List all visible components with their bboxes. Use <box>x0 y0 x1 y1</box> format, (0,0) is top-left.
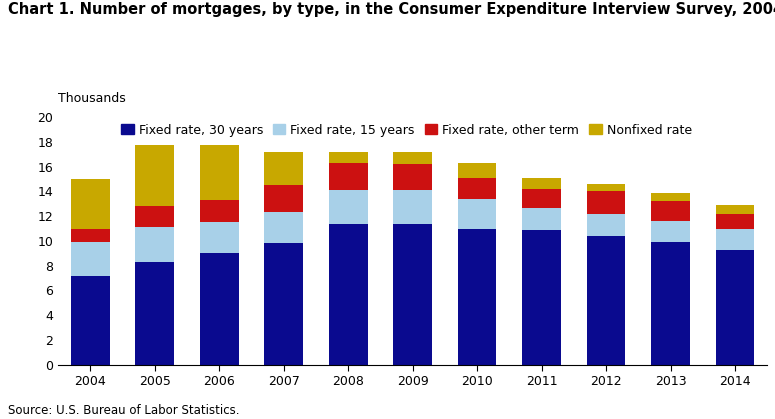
Bar <box>71 179 110 229</box>
Bar <box>522 230 561 365</box>
Bar <box>264 212 303 243</box>
Bar <box>200 200 239 222</box>
Text: Thousands: Thousands <box>58 92 126 105</box>
Bar <box>458 199 497 229</box>
Bar <box>200 145 239 200</box>
Bar <box>587 191 625 214</box>
Bar <box>264 185 303 212</box>
Bar <box>71 242 110 276</box>
Legend: Fixed rate, 30 years, Fixed rate, 15 years, Fixed rate, other term, Nonfixed rat: Fixed rate, 30 years, Fixed rate, 15 yea… <box>121 124 692 137</box>
Bar <box>329 224 367 365</box>
Bar <box>458 229 497 365</box>
Bar <box>715 214 754 229</box>
Bar <box>71 228 110 242</box>
Bar <box>329 152 367 163</box>
Bar <box>264 243 303 365</box>
Bar <box>522 189 561 207</box>
Bar <box>715 205 754 214</box>
Text: Source: U.S. Bureau of Labor Statistics.: Source: U.S. Bureau of Labor Statistics. <box>8 404 239 417</box>
Bar <box>651 193 690 202</box>
Bar <box>715 250 754 365</box>
Bar <box>458 178 497 199</box>
Bar <box>522 207 561 230</box>
Bar <box>587 184 625 191</box>
Text: Chart 1. Number of mortgages, by type, in the Consumer Expenditure Interview Sur: Chart 1. Number of mortgages, by type, i… <box>8 2 775 17</box>
Bar <box>394 190 432 224</box>
Bar <box>329 190 367 224</box>
Bar <box>200 222 239 253</box>
Bar <box>458 163 497 178</box>
Bar <box>136 206 174 228</box>
Bar <box>71 276 110 365</box>
Bar <box>200 253 239 365</box>
Bar <box>394 152 432 164</box>
Bar <box>264 152 303 185</box>
Bar <box>136 228 174 262</box>
Bar <box>136 262 174 365</box>
Bar <box>394 164 432 190</box>
Bar <box>136 145 174 206</box>
Bar <box>651 242 690 365</box>
Bar <box>394 224 432 365</box>
Bar <box>587 214 625 236</box>
Bar <box>651 221 690 242</box>
Bar <box>587 236 625 365</box>
Bar <box>329 163 367 190</box>
Bar <box>522 178 561 189</box>
Bar <box>651 202 690 221</box>
Bar <box>715 229 754 250</box>
